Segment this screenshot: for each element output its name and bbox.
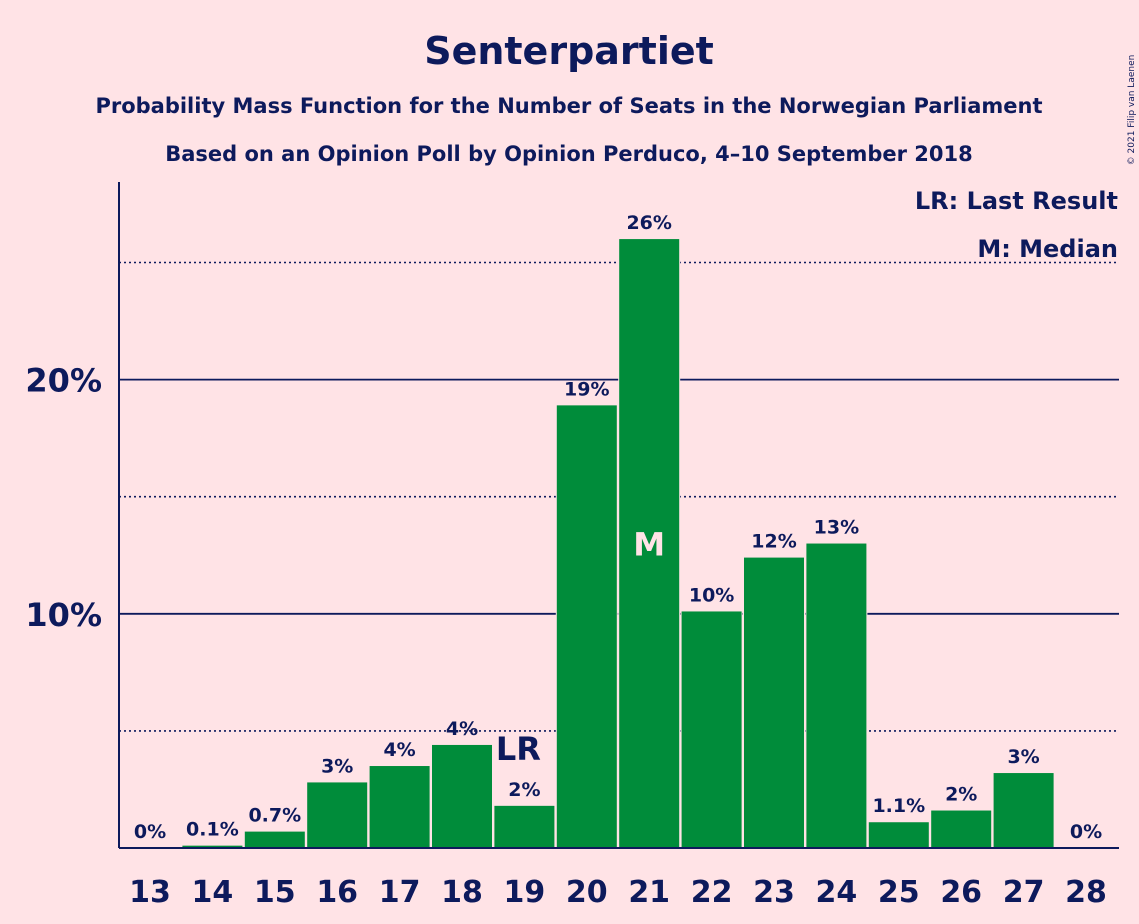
last-result-marker: LR bbox=[496, 730, 541, 768]
bar-26 bbox=[931, 810, 992, 848]
bar-14 bbox=[182, 845, 243, 848]
x-tick-15: 15 bbox=[254, 875, 296, 910]
data-label-23: 12% bbox=[751, 531, 796, 553]
bar-17 bbox=[369, 766, 430, 848]
data-label-13: 0% bbox=[134, 821, 166, 843]
bar-27 bbox=[993, 773, 1054, 848]
legend-median: M: Median bbox=[977, 235, 1118, 263]
data-label-20: 19% bbox=[564, 378, 609, 400]
x-tick-22: 22 bbox=[691, 875, 733, 910]
chart-title: Senterpartiet bbox=[424, 29, 714, 73]
bar-18 bbox=[432, 744, 492, 848]
bar-22 bbox=[681, 611, 742, 848]
data-label-21: 26% bbox=[626, 212, 671, 234]
x-tick-16: 16 bbox=[316, 875, 358, 910]
bar-20 bbox=[556, 405, 617, 848]
x-tick-23: 23 bbox=[753, 875, 795, 910]
bar-16 bbox=[307, 782, 368, 848]
x-tick-14: 14 bbox=[192, 875, 234, 910]
bar-15 bbox=[244, 831, 305, 848]
markers: LR M bbox=[496, 526, 665, 768]
data-label-27: 3% bbox=[1007, 746, 1039, 768]
data-label-15: 0.7% bbox=[248, 805, 301, 827]
bar-19 bbox=[494, 805, 555, 848]
data-label-14: 0.1% bbox=[186, 819, 239, 841]
chart-subtitle-poll: Based on an Opinion Poll by Opinion Perd… bbox=[165, 142, 973, 166]
x-tick-17: 17 bbox=[379, 875, 421, 910]
x-tick-18: 18 bbox=[441, 875, 483, 910]
data-label-17: 4% bbox=[383, 739, 415, 761]
data-label-28: 0% bbox=[1070, 821, 1102, 843]
data-labels: 0% 0.1% 0.7% 3% 4% 4% 2% 19% 26% 10% 12% 13% 1.1% 2% 3… bbox=[134, 212, 1102, 843]
x-tick-13: 13 bbox=[129, 875, 171, 910]
chart-subtitle: Probability Mass Function for the Number… bbox=[95, 94, 1042, 118]
x-tick-25: 25 bbox=[878, 875, 920, 910]
axes: 13 14 15 16 17 18 19 20 21 22 23 24 25 26 27 28 10% 20% bbox=[25, 182, 1119, 910]
x-tick-19: 19 bbox=[504, 875, 546, 910]
x-tick-24: 24 bbox=[816, 875, 858, 910]
x-tick-26: 26 bbox=[940, 875, 982, 910]
data-label-22: 10% bbox=[689, 584, 734, 606]
data-label-18: 4% bbox=[446, 718, 478, 740]
y-tick-label: 20% bbox=[25, 362, 102, 400]
legend-last-result: LR: Last Result bbox=[915, 187, 1118, 215]
x-tick-21: 21 bbox=[628, 875, 670, 910]
bars bbox=[181, 239, 1055, 848]
data-label-25: 1.1% bbox=[872, 795, 925, 817]
data-label-26: 2% bbox=[945, 784, 977, 806]
bar-24 bbox=[806, 543, 867, 848]
y-tick-label: 10% bbox=[25, 596, 102, 634]
data-label-19: 2% bbox=[508, 779, 540, 801]
x-tick-20: 20 bbox=[566, 875, 608, 910]
median-marker: M bbox=[633, 526, 665, 564]
bar-25 bbox=[868, 822, 929, 848]
bar-21 bbox=[619, 239, 680, 848]
data-label-24: 13% bbox=[814, 517, 859, 539]
data-label-16: 3% bbox=[321, 755, 353, 777]
x-tick-28: 28 bbox=[1065, 875, 1107, 910]
x-tick-27: 27 bbox=[1003, 875, 1045, 910]
bar-23 bbox=[744, 557, 804, 848]
copyright-note: © 2021 Filip van Laenen bbox=[1127, 55, 1137, 166]
